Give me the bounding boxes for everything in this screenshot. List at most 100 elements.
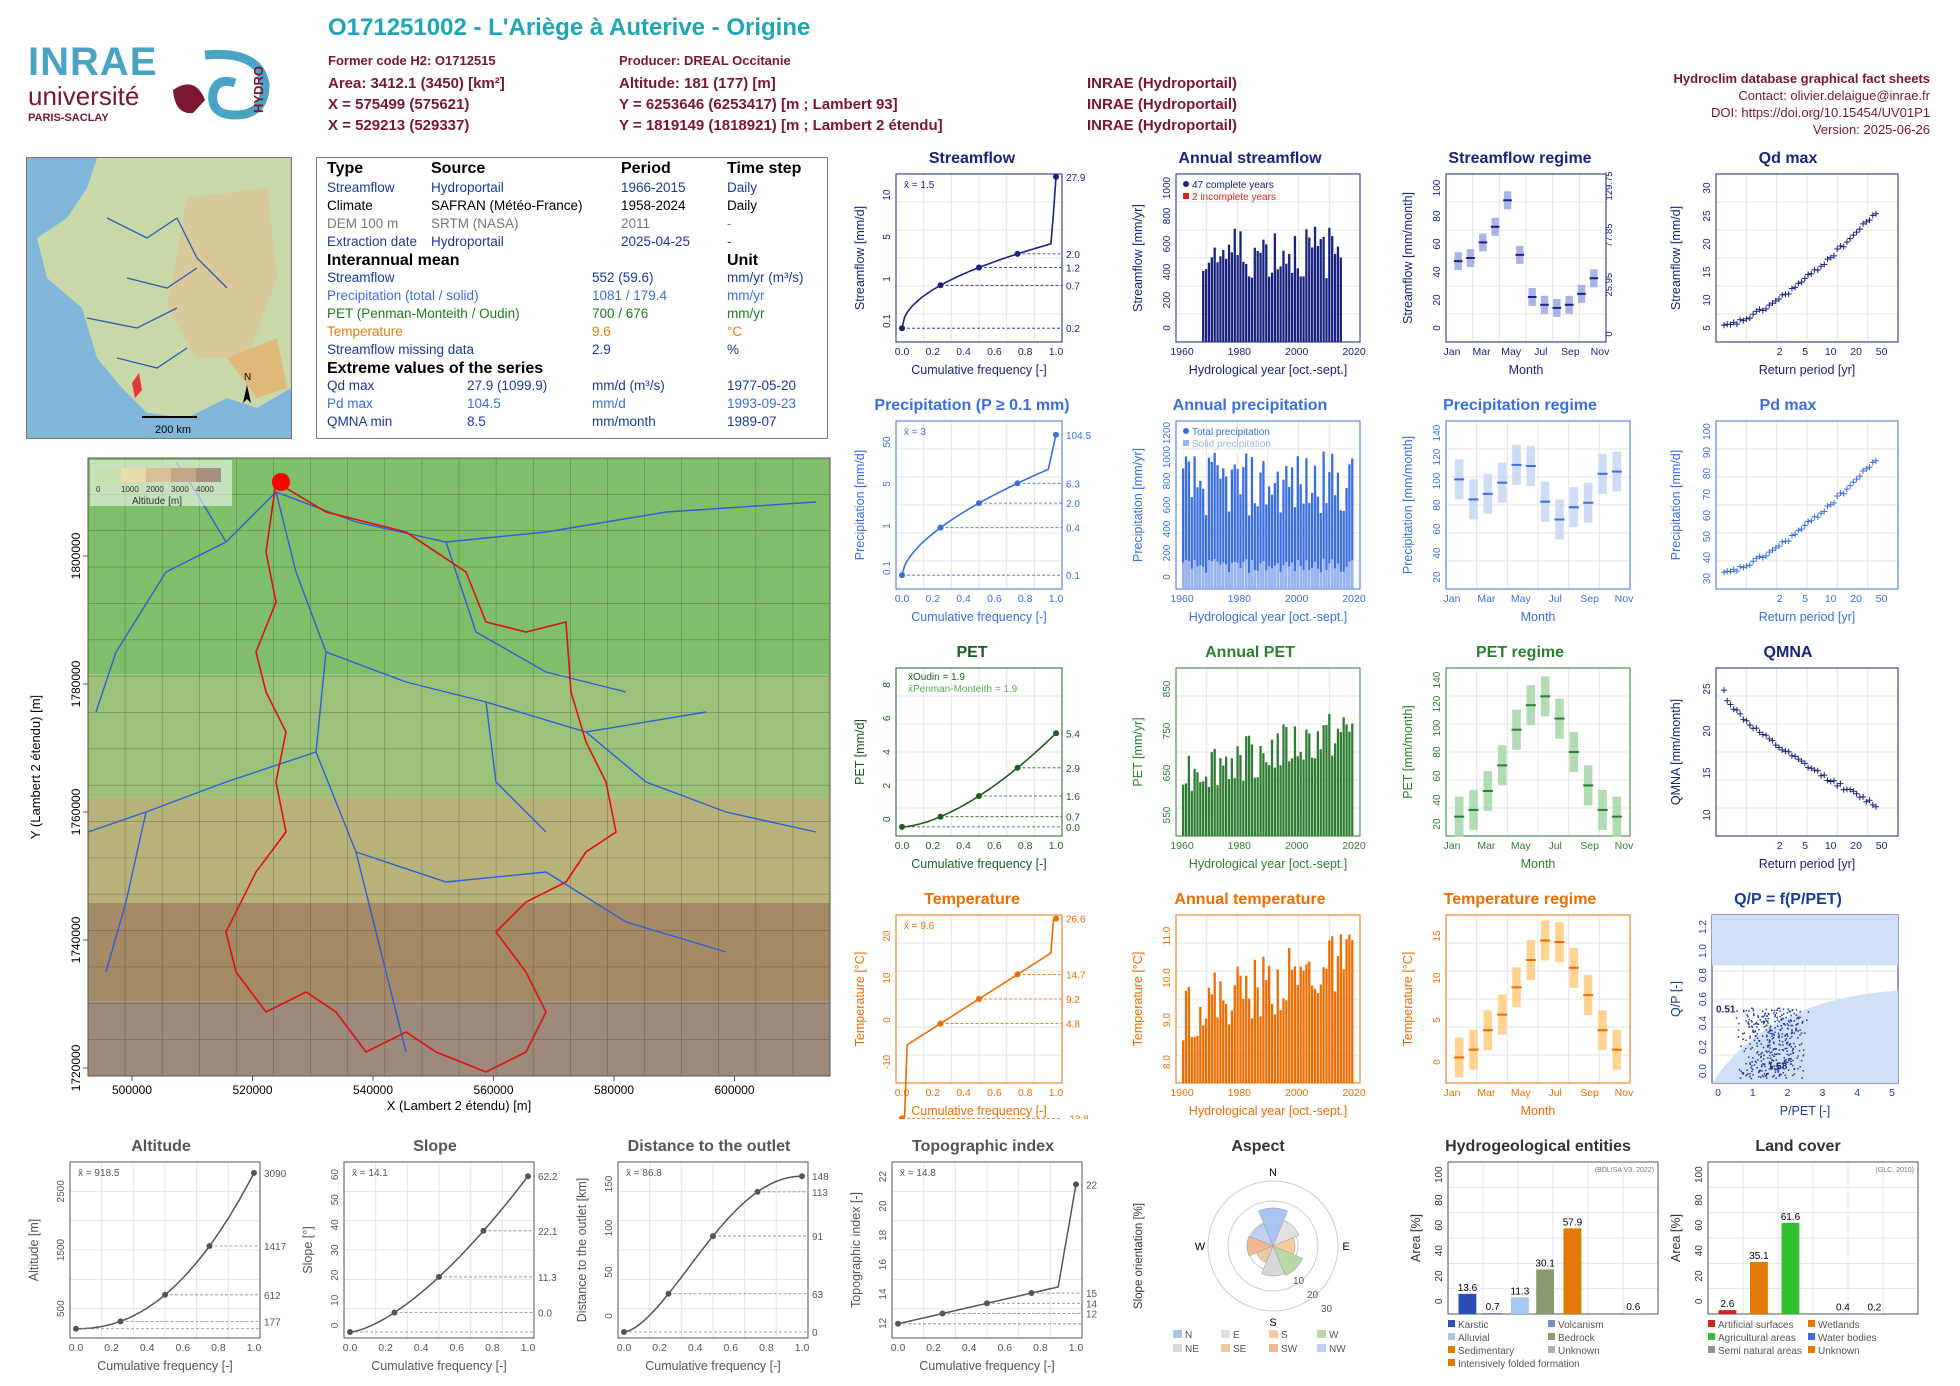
x-tick-label: Sep <box>1580 593 1599 605</box>
return-point <box>1808 765 1815 772</box>
bar <box>1313 226 1317 342</box>
right-tick-label: 22 <box>1086 1180 1098 1191</box>
cdf-curve <box>895 1181 1082 1327</box>
return-point <box>1801 522 1808 529</box>
y-axis-title: Streamflow [mm/d] <box>1669 206 1683 310</box>
y-tick-label: -10 <box>882 1054 893 1069</box>
scatter-point <box>1797 1030 1799 1032</box>
scatter-point <box>1749 1075 1751 1078</box>
chart-title: Q/P = f(P/PET) <box>1734 891 1842 908</box>
scatter-point <box>1745 1047 1747 1050</box>
bar <box>1536 1269 1555 1314</box>
scatter-point <box>1770 1066 1773 1068</box>
scatter-point <box>1778 1049 1781 1051</box>
y-tick-label: 14 <box>878 1288 889 1300</box>
scatter-point <box>1778 1034 1781 1036</box>
legend-swatch <box>96 468 121 482</box>
y-tick-label: 100 <box>1702 423 1713 440</box>
return-point <box>1805 518 1812 525</box>
scatter-point <box>1754 1035 1756 1037</box>
temperature-chart: Temperature Cumulative frequency [-] Tempe… <box>852 891 1092 1125</box>
chart-svg: Cumulative frequency [-] Distance to the … <box>575 1161 829 1373</box>
table-cell: 1993-09-23 <box>727 396 797 411</box>
scatter-point <box>1791 1032 1793 1034</box>
table-cell: 8.5 <box>467 414 486 429</box>
scatter-point <box>1771 1054 1774 1056</box>
x-tick-label: 2 <box>1785 1087 1791 1099</box>
quantile-point <box>1073 1181 1079 1188</box>
chart-title: Annual temperature <box>1174 891 1326 908</box>
bar <box>1204 515 1208 589</box>
y-tick-label: 40 <box>1434 1245 1445 1257</box>
quantile-point <box>251 1169 257 1176</box>
streamflow-regime-chart: Streamflow regime Month Streamflow [mm/mon… <box>1400 150 1640 378</box>
quantile-point <box>937 282 944 289</box>
return-points <box>1721 210 1879 329</box>
scatter-point <box>1779 1029 1782 1032</box>
return-point <box>1856 226 1863 233</box>
x-tick-label: 500000 <box>112 1083 152 1097</box>
scatter-point <box>1768 1054 1771 1057</box>
mean-label: x̄ = 14.8 <box>900 1168 936 1179</box>
y-axis-title: Precipitation [mm/d] <box>853 450 867 560</box>
bar <box>1239 494 1242 589</box>
y-tick-label: 8 <box>882 682 893 688</box>
x-tick-label: Mar <box>1473 346 1492 358</box>
right-tick-label: 129.75 <box>1604 171 1615 200</box>
scatter-point <box>1787 1035 1789 1037</box>
quantile-point <box>1014 480 1021 487</box>
return-point <box>1769 300 1776 307</box>
return-point <box>1824 777 1831 784</box>
scatter-point <box>1777 1069 1779 1072</box>
y-tick-label: 50 <box>604 1266 615 1278</box>
y-tick-label: 0 <box>882 1017 893 1023</box>
bar <box>1216 785 1219 836</box>
bar <box>1193 456 1196 589</box>
x-tick-label: 0.4 <box>956 1087 971 1099</box>
x-tick-label: 600000 <box>714 1083 754 1097</box>
scatter-point <box>1749 1073 1751 1075</box>
bar <box>1219 478 1222 589</box>
scatter-point <box>1747 1022 1749 1025</box>
scatter-point <box>1790 1060 1792 1063</box>
y-tick-label: 40 <box>330 1219 341 1231</box>
right-tick-label: 0 <box>812 1328 818 1339</box>
scatter-point <box>1765 1050 1767 1052</box>
x-tick-label: Mar <box>1477 593 1496 605</box>
scatter-point <box>1756 1023 1759 1025</box>
bar <box>1225 258 1228 342</box>
land-cover-chart: Land cover Area [%] 0 20 40 60 80 100 (GLC, 2010… <box>1668 1138 1928 1374</box>
aspect-chart: Aspect Slope orientation [%] N E S W 10 20 30 N E S… <box>1128 1138 1388 1374</box>
table-cell: mm/d (m³/s) <box>592 378 665 393</box>
map-area <box>87 457 831 1077</box>
legend-label: N <box>1185 1330 1192 1341</box>
table-cell: QMNA min <box>327 414 393 429</box>
chart-title: Precipitation (P ≥ 0.1 mm) <box>874 397 1070 414</box>
bar <box>1190 1037 1193 1083</box>
bar <box>1202 781 1205 836</box>
chart-title: Annual PET <box>1205 644 1295 661</box>
x-axis-title: Hydrological year [oct.-sept.] <box>1189 1104 1347 1118</box>
x-tick-label: 20 <box>1850 840 1862 852</box>
return-point <box>1869 212 1876 219</box>
universite-wordmark: université <box>28 81 140 111</box>
scatter-point <box>1759 1069 1761 1072</box>
y-tick-label: 100 <box>1432 472 1443 489</box>
bar <box>1256 777 1259 836</box>
legend-label: 2 incomplete years <box>1192 192 1276 203</box>
scatter-point <box>1769 1057 1772 1059</box>
bar-solid <box>1259 563 1262 589</box>
doi[interactable]: DOI: https://doi.org/10.15454/UV01P1 <box>1711 105 1930 120</box>
scatter-point <box>1786 1047 1788 1050</box>
scatter-point <box>1776 1016 1778 1019</box>
scatter-point <box>1775 1059 1778 1061</box>
scatter-point <box>1781 1014 1783 1016</box>
bar-solid <box>1339 571 1342 589</box>
scatter-point <box>1803 1032 1806 1034</box>
bar <box>1282 998 1285 1083</box>
bar <box>1190 790 1193 836</box>
bar <box>1265 504 1268 589</box>
mean-row: Precipitation (total / solid) 1081 / 179.… <box>327 288 821 305</box>
scatter-point <box>1785 1042 1788 1044</box>
chart-svg: P/PET [-] Q/P [-] 0.0 0.2 0.4 0.6 0.8 1.0 1.2 0 1 2… <box>1669 914 1899 1118</box>
